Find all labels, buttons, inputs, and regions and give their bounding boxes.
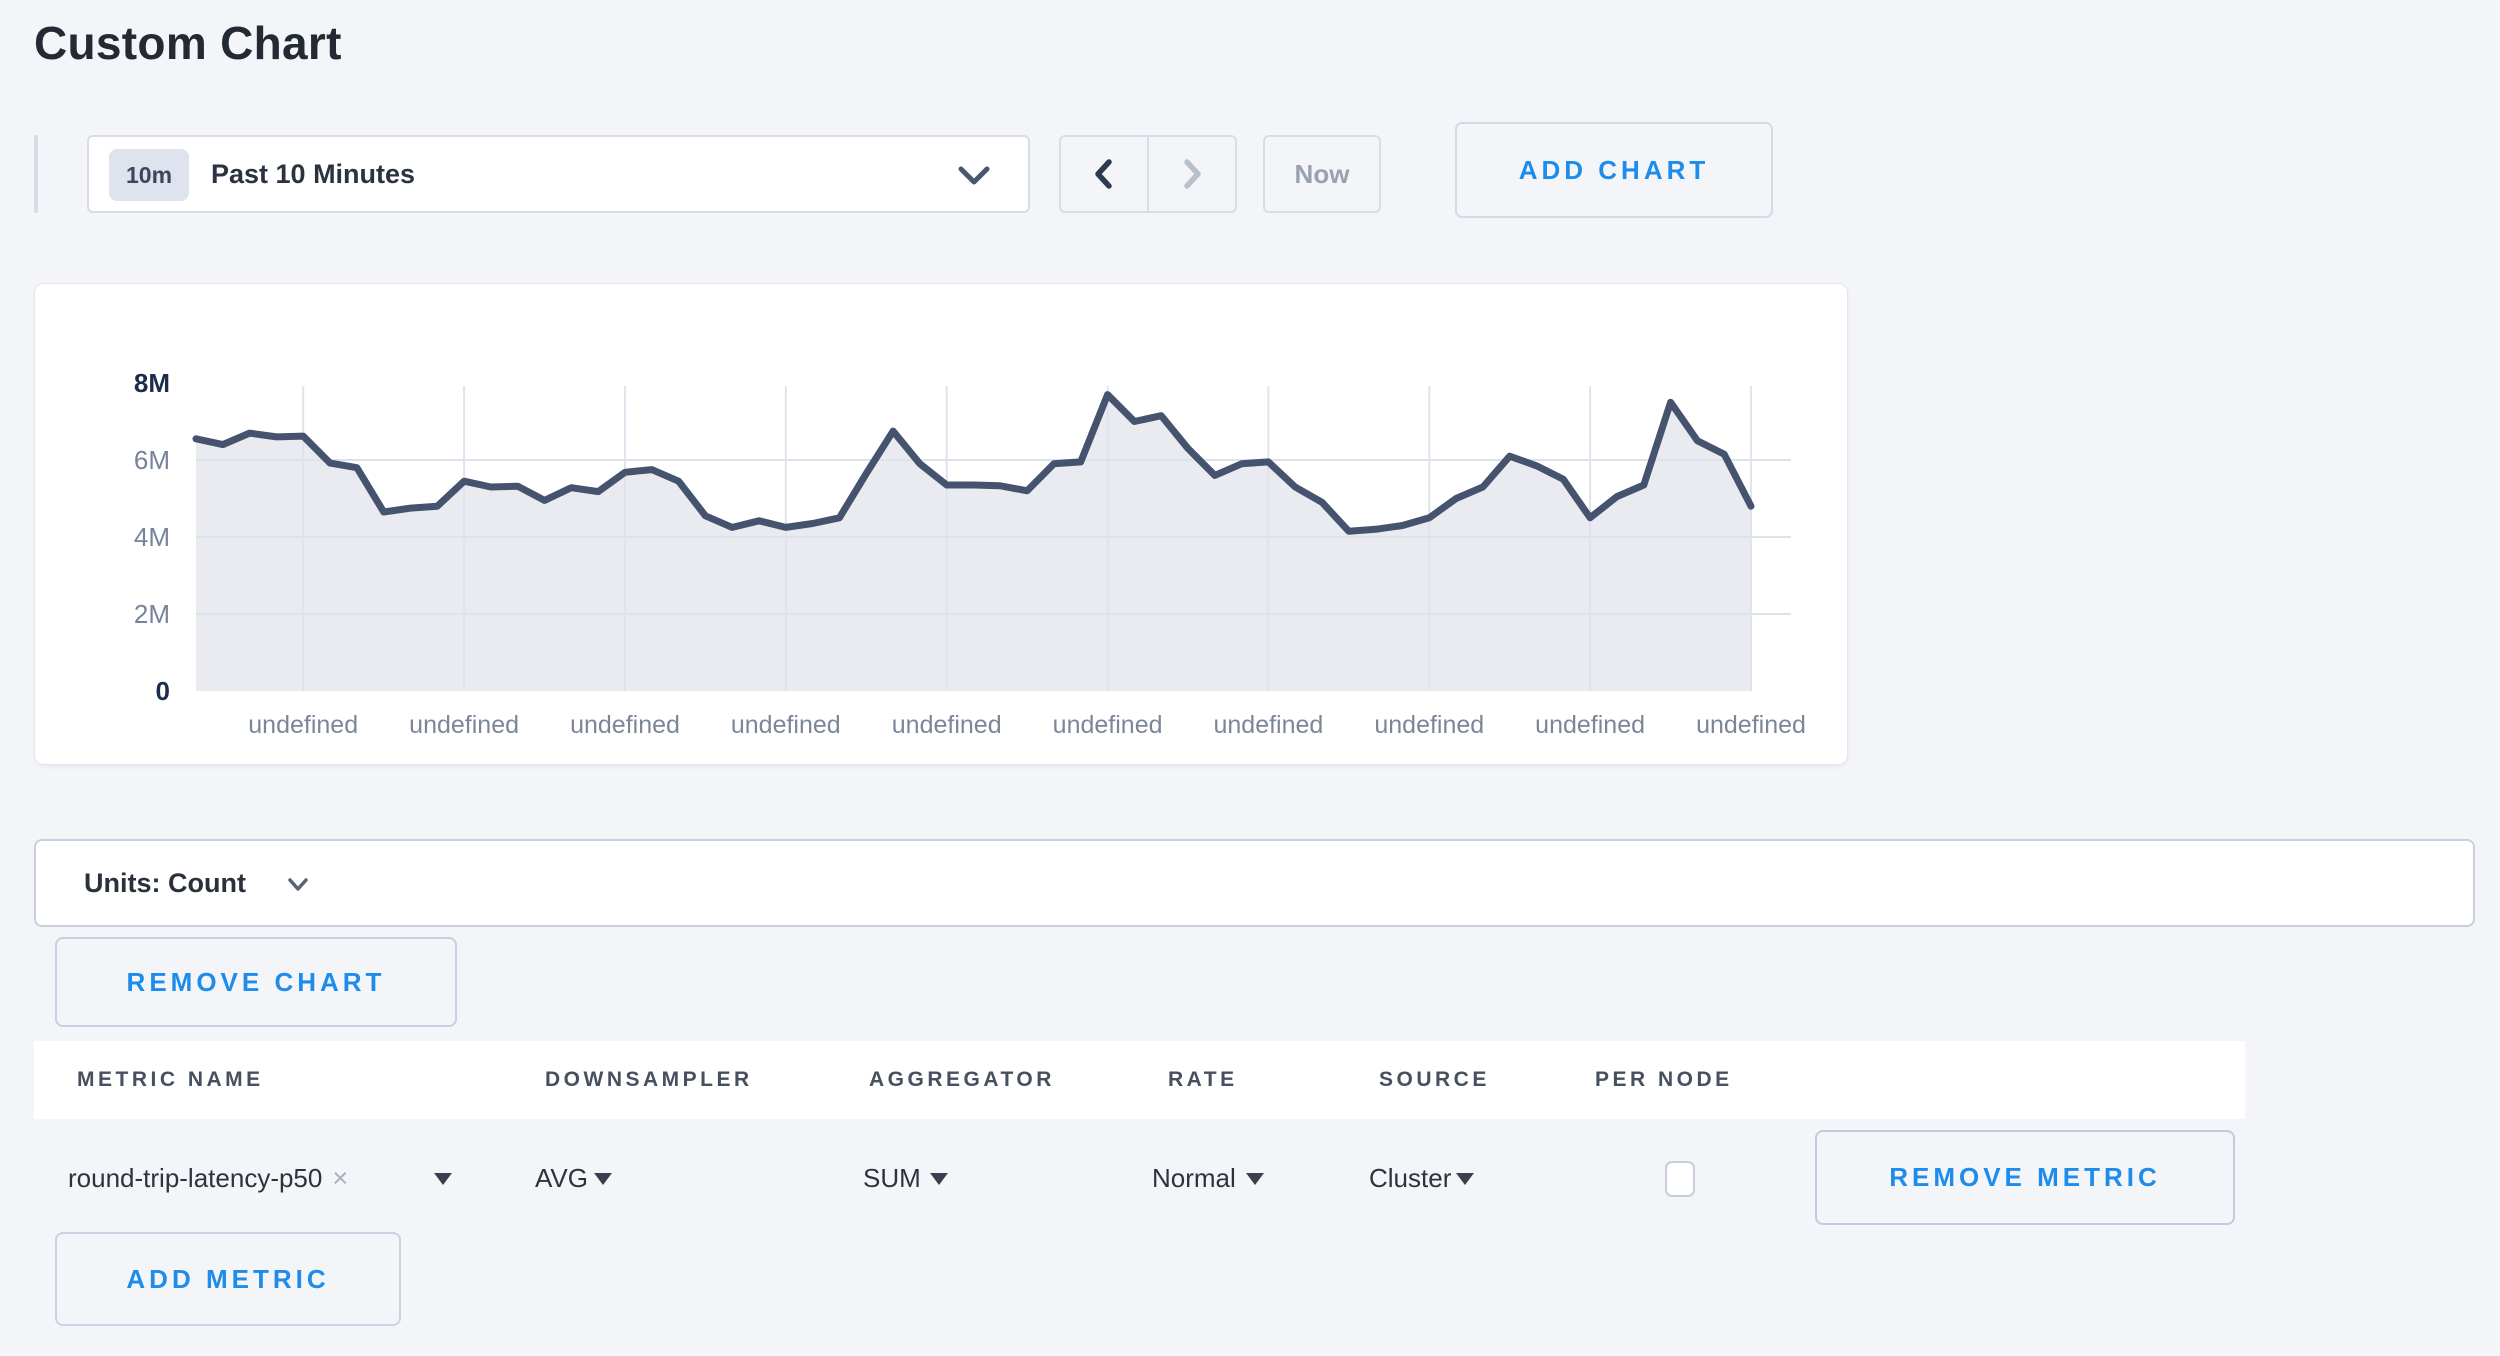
area-chart: 8M 6M 4M 2M 0 undefined undefined undefined unde… <box>134 368 1806 739</box>
aggregator-select[interactable]: SUM <box>863 1163 921 1193</box>
chevron-left-icon <box>1095 159 1112 189</box>
units-label: Units: Count <box>84 868 246 898</box>
caret-down-icon[interactable] <box>594 1173 612 1185</box>
toolbar-accent-divider <box>34 135 38 213</box>
remove-metric-button[interactable]: REMOVE METRIC <box>1815 1130 2235 1225</box>
time-range-dropdown[interactable]: 10m Past 10 Minutes <box>87 135 1030 213</box>
rate-select[interactable]: Normal <box>1152 1163 1236 1193</box>
caret-down-icon[interactable] <box>1456 1173 1474 1185</box>
pager-divider <box>1147 137 1149 211</box>
metric-name-select[interactable]: round-trip-latency-p50 × <box>68 1163 348 1194</box>
col-header-aggregator: AGGREGATOR <box>869 1068 1055 1091</box>
next-time-button[interactable] <box>1149 137 1235 211</box>
downsampler-select[interactable]: AVG <box>535 1163 588 1193</box>
metric-name-value: round-trip-latency-p50 <box>68 1163 323 1193</box>
chevron-down-icon <box>286 877 310 898</box>
svg-text:undefined: undefined <box>1535 711 1645 739</box>
prev-time-button[interactable] <box>1061 137 1147 211</box>
svg-text:undefined: undefined <box>409 711 519 739</box>
svg-text:undefined: undefined <box>1374 711 1484 739</box>
chart-card: 8M 6M 4M 2M 0 undefined undefined undefined unde… <box>34 283 1848 765</box>
metric-row: round-trip-latency-p50 × AVG SUM Normal C… <box>34 1119 2245 1231</box>
units-dropdown[interactable]: Units: Count <box>34 839 2475 927</box>
clear-metric-icon[interactable]: × <box>332 1163 349 1193</box>
time-range-label: Past 10 Minutes <box>211 159 416 189</box>
svg-text:undefined: undefined <box>248 711 358 739</box>
time-range-badge: 10m <box>109 149 190 201</box>
svg-text:undefined: undefined <box>892 711 1002 739</box>
col-header-per-node: PER NODE <box>1595 1068 1733 1091</box>
col-header-rate: RATE <box>1168 1068 1238 1091</box>
svg-text:undefined: undefined <box>731 711 841 739</box>
svg-text:2M: 2M <box>134 599 170 629</box>
chevron-right-icon <box>1184 159 1201 189</box>
caret-down-icon[interactable] <box>1246 1173 1264 1185</box>
remove-chart-button[interactable]: REMOVE CHART <box>55 937 457 1027</box>
metrics-table-header: METRIC NAME DOWNSAMPLER AGGREGATOR RATE … <box>34 1041 2245 1119</box>
caret-down-icon[interactable] <box>930 1173 948 1185</box>
svg-text:8M: 8M <box>134 368 170 398</box>
col-header-metric-name: METRIC NAME <box>77 1068 264 1091</box>
col-header-downsampler: DOWNSAMPLER <box>545 1068 753 1091</box>
add-metric-button[interactable]: ADD METRIC <box>55 1232 401 1326</box>
svg-text:6M: 6M <box>134 445 170 475</box>
page-title: Custom Chart <box>34 17 342 69</box>
now-button[interactable]: Now <box>1263 135 1381 213</box>
time-pager <box>1059 135 1237 213</box>
svg-text:undefined: undefined <box>1696 711 1806 739</box>
svg-text:undefined: undefined <box>1213 711 1323 739</box>
source-select[interactable]: Cluster <box>1369 1163 1452 1193</box>
svg-text:undefined: undefined <box>570 711 680 739</box>
svg-text:0: 0 <box>156 676 170 706</box>
col-header-source: SOURCE <box>1379 1068 1490 1091</box>
svg-text:undefined: undefined <box>1053 711 1163 739</box>
chevron-down-icon <box>956 164 992 193</box>
svg-text:4M: 4M <box>134 522 170 552</box>
caret-down-icon[interactable] <box>434 1173 452 1185</box>
add-chart-button[interactable]: ADD CHART <box>1455 122 1773 218</box>
per-node-checkbox[interactable] <box>1665 1161 1695 1197</box>
